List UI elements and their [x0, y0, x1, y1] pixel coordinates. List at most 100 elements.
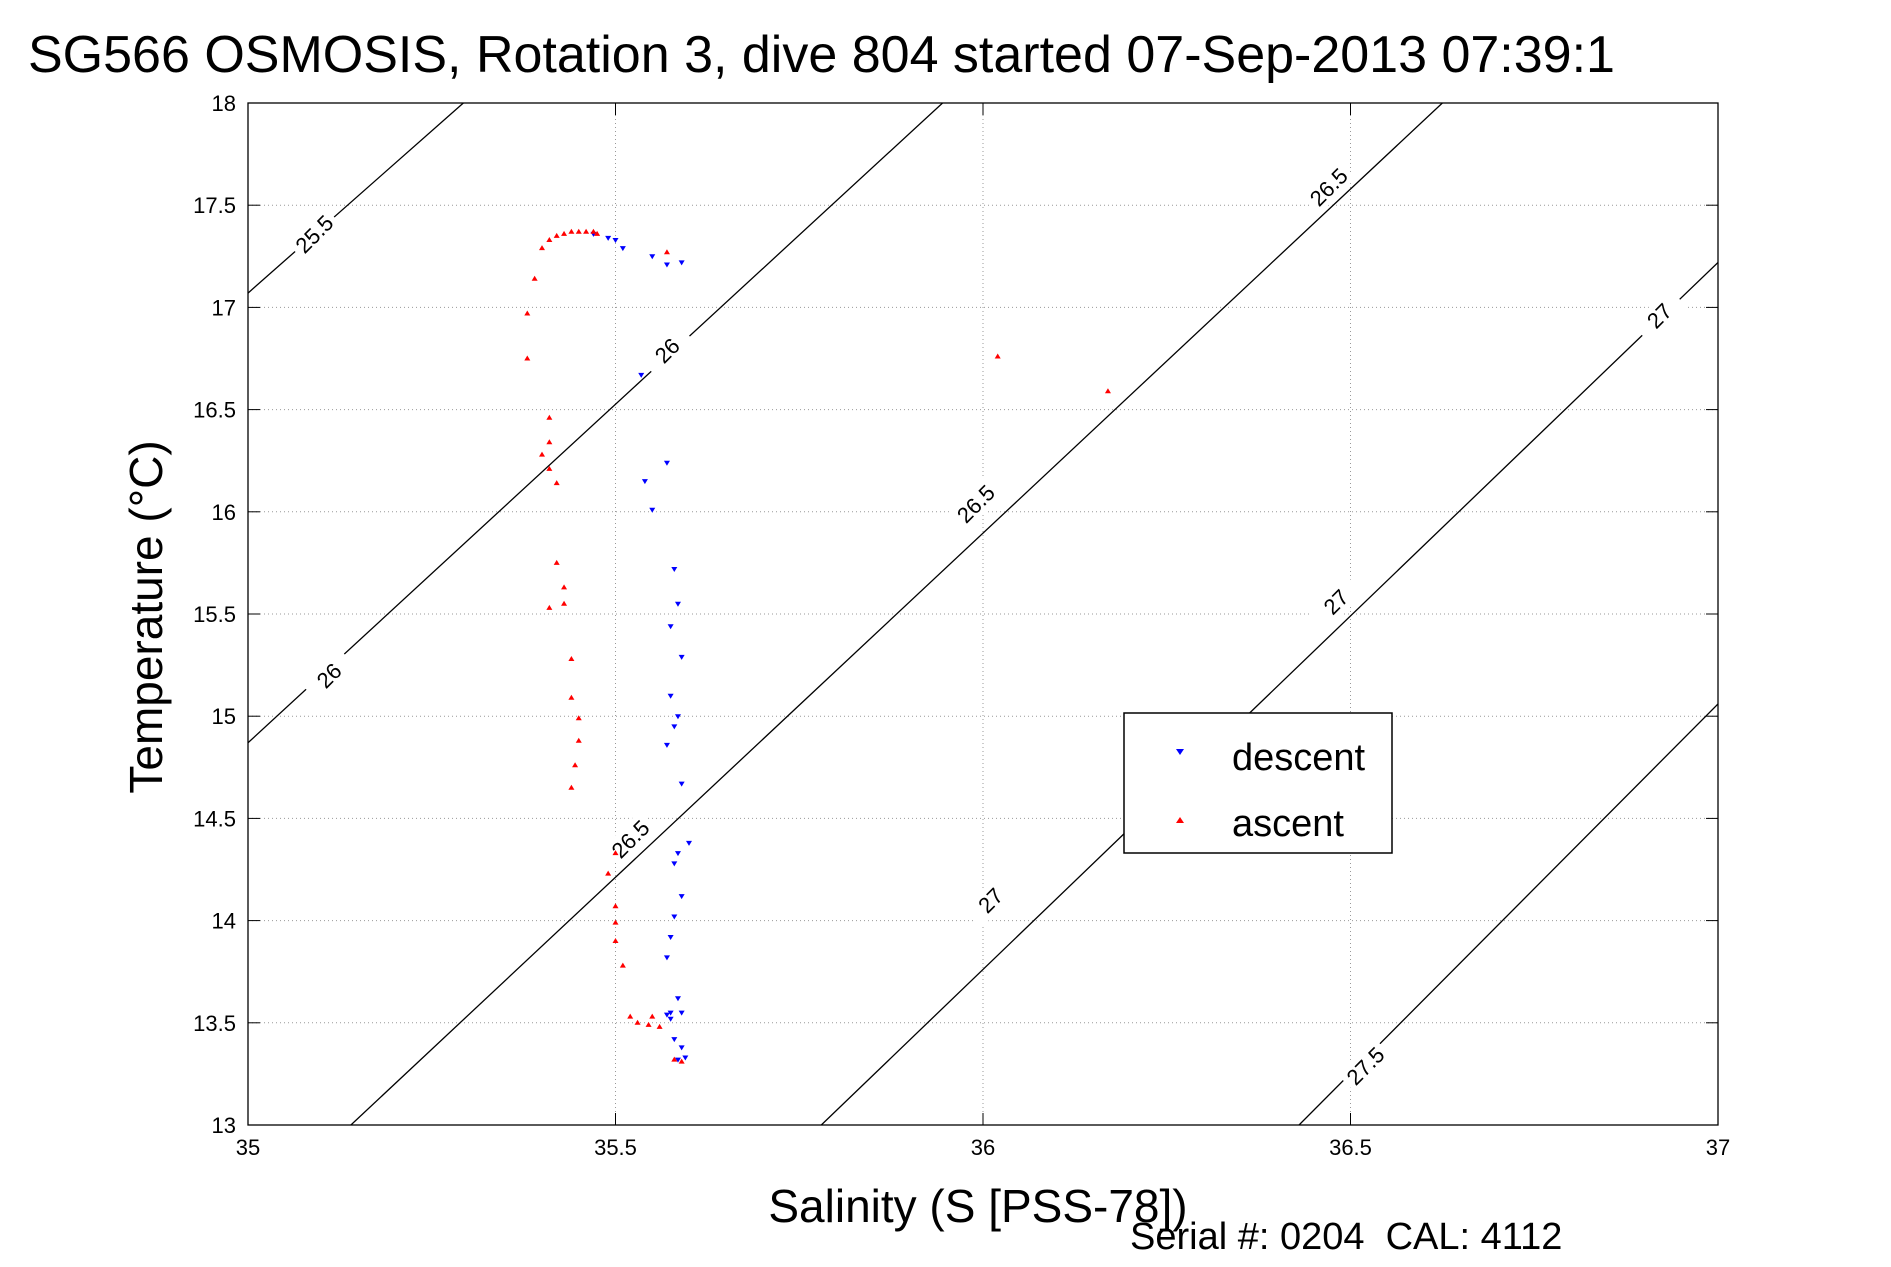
y-tick-label: 15.5: [193, 602, 236, 627]
descent-point: [663, 1012, 670, 1018]
y-tick-label: 17.5: [193, 193, 236, 218]
chart-title: SG566 OSMOSIS, Rotation 3, dive 804 star…: [28, 26, 1615, 84]
descent-point: [663, 460, 670, 466]
contour-label-bg: [639, 322, 695, 378]
contour-label-bg: [301, 647, 357, 703]
ascent-point: [612, 850, 619, 856]
density-contour-line: [248, 103, 464, 294]
ascent-point: [539, 451, 545, 457]
x-tick-label: 37: [1706, 1135, 1730, 1160]
descent-point: [605, 235, 612, 241]
ascent-point: [546, 439, 553, 445]
ascent-point: [553, 480, 560, 486]
ascent-point: [546, 604, 553, 610]
descent-point: [671, 1037, 678, 1043]
y-tick-label: 13: [212, 1113, 236, 1138]
ascent-point: [561, 230, 568, 236]
contour-label-bg: [286, 206, 342, 262]
descent-point: [663, 742, 670, 748]
contour-label-bg: [1308, 574, 1364, 630]
density-contour-line: [820, 261, 1718, 1125]
ascent-point: [568, 694, 575, 700]
ascent-point: [553, 232, 560, 238]
y-tick-label: 14: [212, 909, 236, 934]
descent-point: [678, 781, 685, 787]
ascent-point: [605, 870, 612, 876]
descent-point: [686, 840, 692, 846]
descent-point: [619, 246, 626, 252]
ascent-point: [594, 230, 601, 236]
ascent-point: [568, 228, 575, 234]
y-tick-label: 14.5: [193, 806, 236, 831]
descent-point: [649, 507, 656, 513]
descent-point: [667, 934, 674, 940]
descent-point: [674, 714, 681, 720]
ascent-point: [575, 715, 582, 721]
y-tick-label: 15: [212, 704, 236, 729]
ascent-point: [671, 1056, 678, 1062]
contour-label-bg: [962, 872, 1018, 928]
descent-point: [671, 861, 678, 867]
descent-point: [671, 567, 678, 573]
descent-point: [667, 1010, 674, 1016]
descent-point: [682, 1055, 689, 1061]
descent-point: [674, 601, 681, 607]
descent-point: [674, 1057, 681, 1063]
ascent-point: [531, 275, 538, 281]
ascent-point: [546, 465, 553, 471]
ascent-point: [634, 1019, 641, 1025]
x-tick-label: 35: [236, 1135, 260, 1160]
descent-point: [674, 851, 681, 857]
ascent-point: [568, 784, 575, 790]
descent-point: [678, 894, 685, 900]
ascent-point: [649, 1013, 656, 1019]
legend: descent ascent: [1123, 712, 1393, 854]
ascent-point: [524, 355, 531, 361]
y-tick-label: 16.5: [193, 398, 236, 423]
contour-label-bg: [1300, 159, 1357, 215]
density-contour-line: [350, 103, 1443, 1125]
descent-point: [663, 955, 670, 961]
x-axis-label: Salinity (S [PSS-78]): [768, 1180, 1187, 1232]
descent-point: [641, 479, 648, 485]
y-tick-label: 16: [212, 500, 236, 525]
ascent-point: [612, 919, 619, 925]
descent-point: [667, 693, 674, 699]
ascent-point: [539, 245, 545, 251]
descent-point: [667, 624, 674, 630]
legend-descent-label: descent: [1232, 737, 1366, 779]
ascent-point: [546, 414, 553, 420]
legend-box: [1123, 712, 1393, 854]
legend-ascent-marker: [1176, 817, 1184, 823]
ascent-point: [583, 228, 590, 234]
ascent-point: [656, 1023, 663, 1029]
ascent-point: [590, 228, 597, 234]
ascent-point: [619, 962, 626, 968]
legend-ascent-label: ascent: [1232, 803, 1344, 845]
legend-descent-marker: [1176, 749, 1184, 755]
serial-cal-footer: Serial #: 0204 CAL: 4112: [1130, 1216, 1562, 1258]
ascent-point: [663, 249, 670, 255]
ascent-point: [612, 938, 619, 944]
contour-label-bg: [1631, 287, 1687, 344]
ascent-point: [1104, 388, 1111, 394]
x-tick-label: 36: [971, 1135, 995, 1160]
ascent-point: [561, 600, 568, 606]
descent-point: [671, 914, 678, 920]
x-tick-label: 36.5: [1329, 1135, 1372, 1160]
descent-point: [674, 996, 681, 1002]
ascent-point: [612, 903, 619, 909]
descent-point: [663, 262, 670, 268]
descent-point: [678, 654, 685, 660]
x-tick-label: 35.5: [594, 1135, 637, 1160]
ascent-point: [572, 762, 579, 768]
ascent-point: [645, 1021, 652, 1027]
ascent-point: [575, 737, 582, 743]
y-tick-label: 17: [212, 295, 236, 320]
ascent-point: [627, 1013, 634, 1019]
descent-point: [671, 724, 678, 730]
ascent-point: [561, 584, 568, 590]
y-tick-label: 13.5: [193, 1011, 236, 1036]
